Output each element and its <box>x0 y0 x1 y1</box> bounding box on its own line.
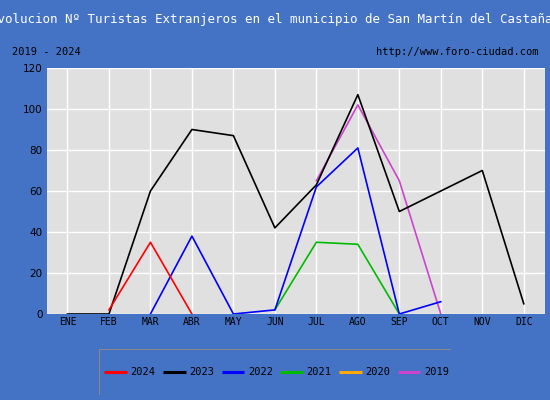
Text: 2022: 2022 <box>248 367 273 377</box>
Text: 2019: 2019 <box>424 367 449 377</box>
Text: 2021: 2021 <box>307 367 332 377</box>
Text: Evolucion Nº Turistas Extranjeros en el municipio de San Martín del Castañar: Evolucion Nº Turistas Extranjeros en el … <box>0 13 550 26</box>
Text: http://www.foro-ciudad.com: http://www.foro-ciudad.com <box>376 48 538 58</box>
Text: 2020: 2020 <box>365 367 390 377</box>
Text: 2024: 2024 <box>131 367 156 377</box>
Text: 2023: 2023 <box>189 367 214 377</box>
Text: 2019 - 2024: 2019 - 2024 <box>12 48 81 58</box>
